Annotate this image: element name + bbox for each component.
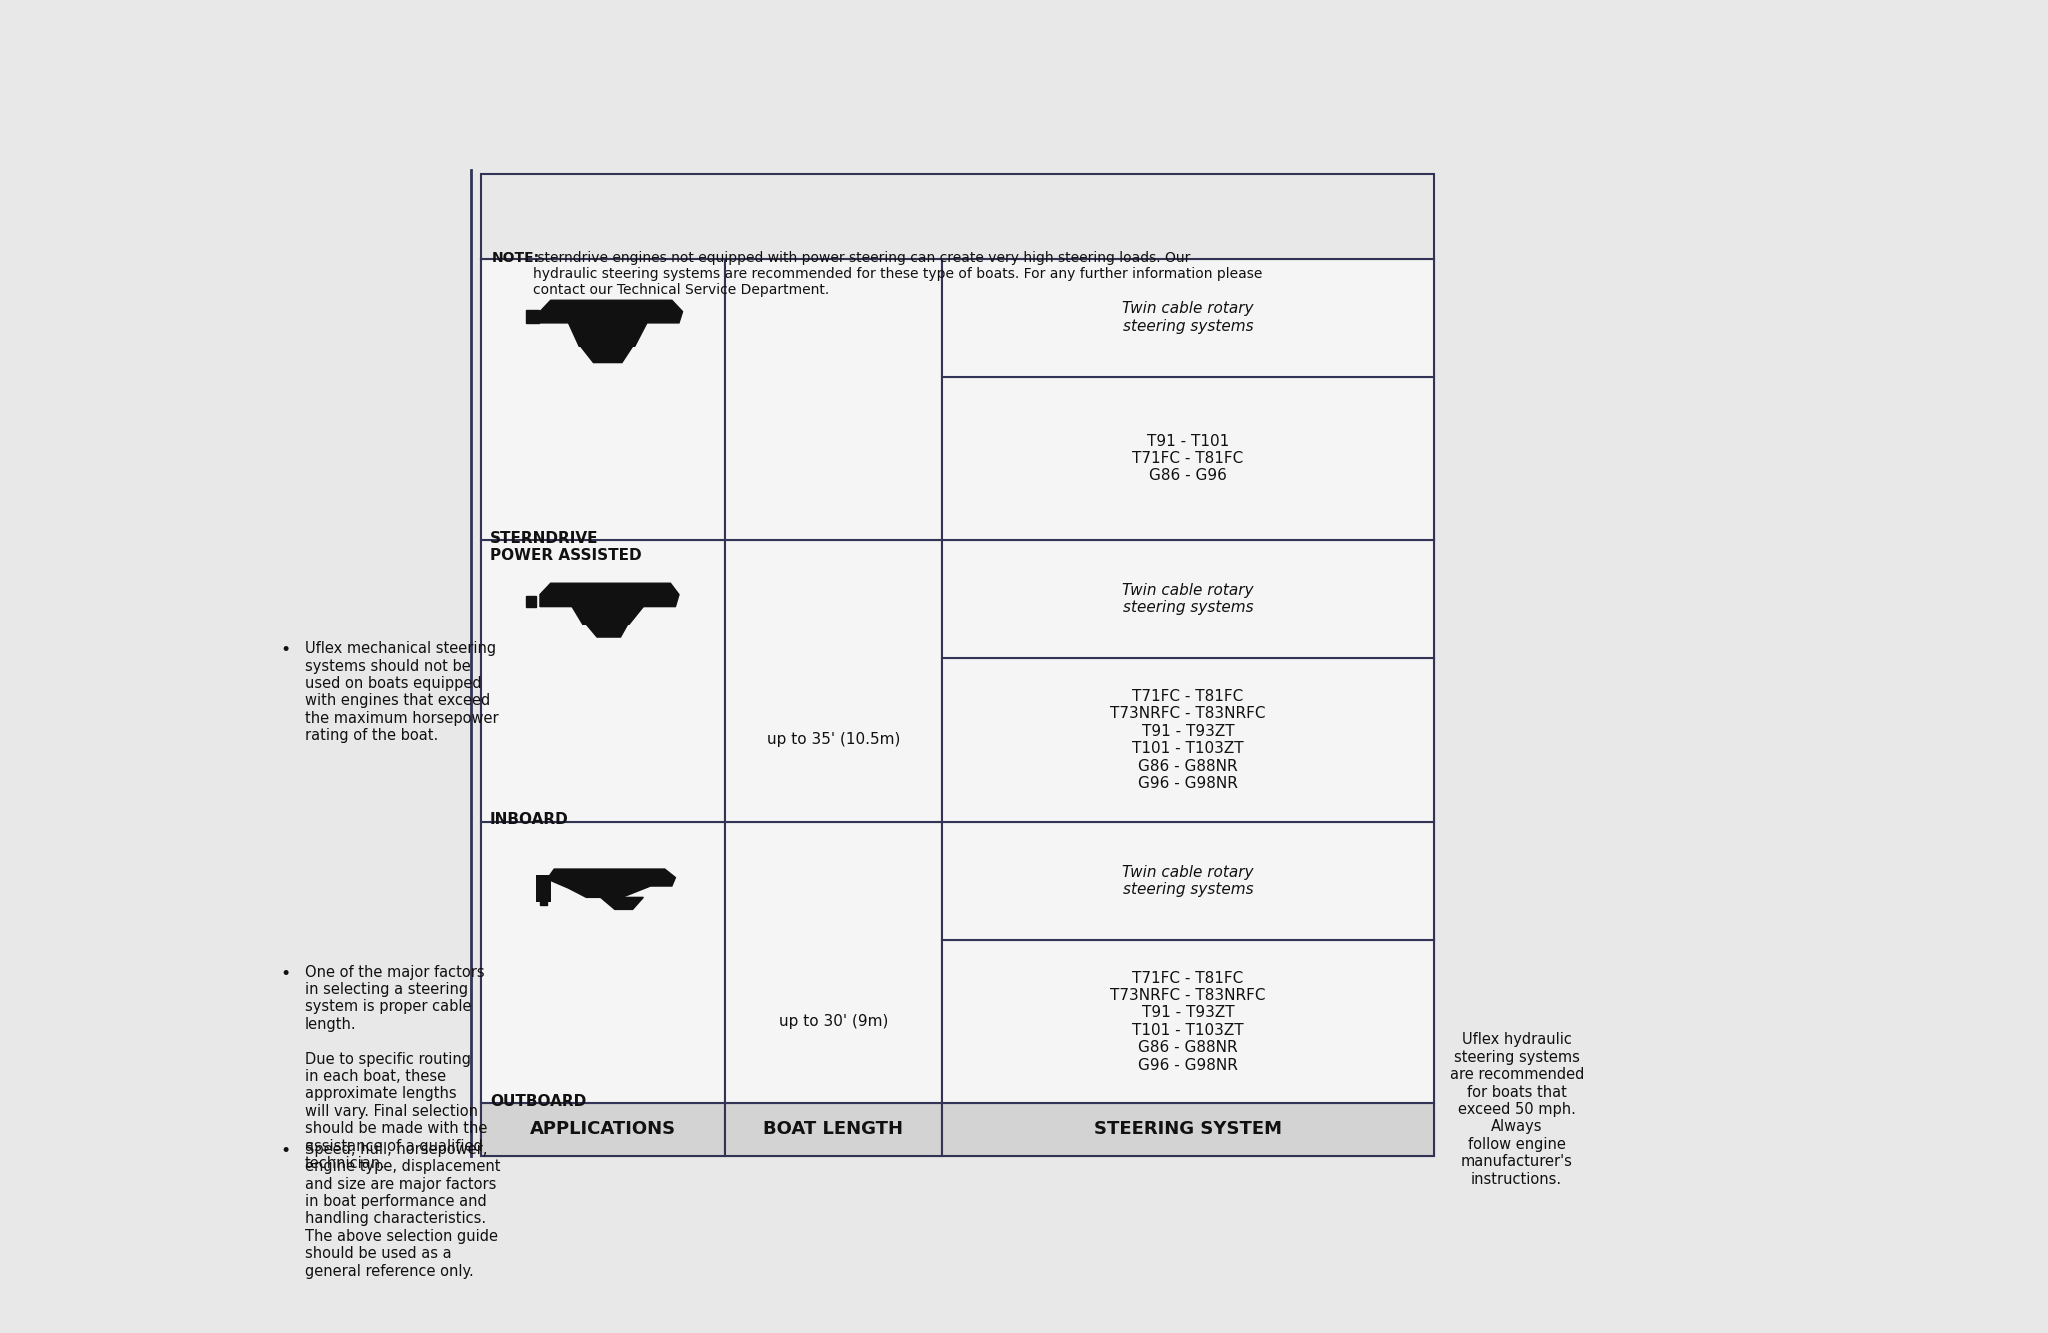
Polygon shape <box>600 897 643 909</box>
Bar <box>725 540 942 821</box>
Text: up to 30' (9m): up to 30' (9m) <box>778 1014 889 1029</box>
Polygon shape <box>526 596 537 607</box>
Bar <box>481 173 1434 259</box>
Polygon shape <box>541 881 547 905</box>
Bar <box>725 821 942 1104</box>
Text: BOAT LENGTH: BOAT LENGTH <box>764 1121 903 1138</box>
Text: One of the major factors
in selecting a steering
system is proper cable
length.
: One of the major factors in selecting a … <box>305 965 487 1170</box>
Text: Uflex mechanical steering
systems should not be
used on boats equipped
with engi: Uflex mechanical steering systems should… <box>305 641 498 744</box>
Polygon shape <box>569 323 647 347</box>
Text: OUTBOARD: OUTBOARD <box>489 1094 586 1109</box>
Text: STERNDRIVE
POWER ASSISTED: STERNDRIVE POWER ASSISTED <box>489 531 641 564</box>
Bar <box>481 821 725 1104</box>
Bar <box>537 874 551 901</box>
Text: •: • <box>281 965 291 982</box>
Text: up to 35' (10.5m): up to 35' (10.5m) <box>766 733 899 748</box>
Bar <box>942 659 1434 821</box>
Polygon shape <box>586 624 627 637</box>
Bar <box>481 259 725 540</box>
Bar <box>942 821 1434 940</box>
Text: T91 - T101
T71FC - T81FC
G86 - G96: T91 - T101 T71FC - T81FC G86 - G96 <box>1133 433 1243 484</box>
Bar <box>942 940 1434 1104</box>
Text: •: • <box>281 1141 291 1160</box>
Bar <box>725 1104 942 1156</box>
Bar <box>481 540 725 821</box>
Text: Uflex hydraulic
steering systems
are recommended
for boats that
exceed 50 mph.
A: Uflex hydraulic steering systems are rec… <box>1450 1032 1583 1186</box>
Text: Twin cable rotary
steering systems: Twin cable rotary steering systems <box>1122 583 1253 616</box>
Bar <box>942 259 1434 377</box>
Text: INBOARD: INBOARD <box>489 812 569 828</box>
Polygon shape <box>580 347 633 363</box>
Text: APPLICATIONS: APPLICATIONS <box>530 1121 676 1138</box>
Polygon shape <box>541 300 682 323</box>
Text: Twin cable rotary
steering systems: Twin cable rotary steering systems <box>1122 865 1253 897</box>
Bar <box>942 1104 1434 1156</box>
Polygon shape <box>547 869 676 897</box>
Text: Speed, hull, horsepower,
engine type, displacement
and size are major factors
in: Speed, hull, horsepower, engine type, di… <box>305 1141 500 1278</box>
Polygon shape <box>541 584 680 607</box>
Text: •: • <box>281 641 291 660</box>
Bar <box>725 259 942 540</box>
Bar <box>481 259 1434 1156</box>
Text: T71FC - T81FC
T73NRFC - T83NRFC
T91 - T93ZT
T101 - T103ZT
G86 - G88NR
G96 - G98N: T71FC - T81FC T73NRFC - T83NRFC T91 - T9… <box>1110 970 1266 1073</box>
Text: T71FC - T81FC
T73NRFC - T83NRFC
T91 - T93ZT
T101 - T103ZT
G86 - G88NR
G96 - G98N: T71FC - T81FC T73NRFC - T83NRFC T91 - T9… <box>1110 689 1266 790</box>
Text: sterndrive engines not equipped with power steering can create very high steerin: sterndrive engines not equipped with pow… <box>532 251 1262 297</box>
Text: Twin cable rotary
steering systems: Twin cable rotary steering systems <box>1122 301 1253 333</box>
Bar <box>942 377 1434 540</box>
Polygon shape <box>526 311 539 323</box>
Text: STEERING SYSTEM: STEERING SYSTEM <box>1094 1121 1282 1138</box>
Bar <box>481 1104 725 1156</box>
Polygon shape <box>571 607 643 624</box>
Bar <box>942 540 1434 659</box>
Text: NOTE:: NOTE: <box>492 251 541 265</box>
